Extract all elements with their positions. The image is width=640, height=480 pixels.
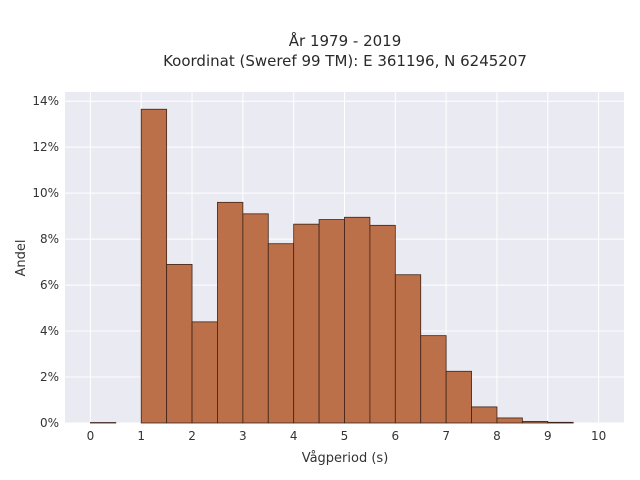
x-tick-label-6: 6 (391, 429, 399, 443)
histogram-bar-8 (293, 223, 320, 424)
histogram-bar-11 (369, 224, 396, 424)
histogram-bar-17 (521, 420, 549, 424)
x-tick-label-9: 9 (544, 429, 552, 443)
y-tick-label-5: 10% (32, 186, 59, 200)
x-tick-label-4: 4 (290, 429, 298, 443)
histogram-bar-2 (140, 108, 168, 424)
y-tick-label-2: 4% (40, 324, 59, 338)
histogram-bar-14 (445, 370, 472, 424)
y-tick-label-7: 14% (32, 94, 59, 108)
histogram-bar-4 (191, 321, 218, 424)
chart-title-line-2: Koordinat (Sweref 99 TM): E 361196, N 62… (163, 52, 527, 70)
chart-title-line-1: År 1979 - 2019 (289, 31, 402, 50)
histogram-bar-16 (496, 417, 523, 424)
x-tick-label-2: 2 (188, 429, 196, 443)
y-tick-label-3: 6% (40, 278, 59, 292)
x-tick-label-8: 8 (493, 429, 501, 443)
y-axis-label: Andel (14, 240, 29, 277)
histogram-bar-7 (267, 243, 295, 424)
y-tick-label-6: 12% (32, 140, 59, 154)
y-tick-label-0: 0% (40, 416, 59, 430)
histogram-bar-12 (394, 274, 422, 424)
x-tick-label-7: 7 (442, 429, 450, 443)
x-tick-label-5: 5 (341, 429, 349, 443)
y-tick-label-4: 8% (40, 232, 59, 246)
x-tick-label-1: 1 (137, 429, 145, 443)
histogram-bar-5 (217, 201, 244, 424)
histogram-bar-15 (471, 406, 498, 424)
x-tick-label-0: 0 (87, 429, 95, 443)
x-axis-label: Vågperiod (s) (302, 451, 389, 466)
bars (90, 108, 574, 424)
histogram-bar-9 (318, 219, 345, 424)
histogram-bar-18 (547, 421, 574, 424)
histogram-bar-13 (420, 335, 447, 424)
histogram-bar-3 (166, 263, 193, 424)
x-ticks: 0 1 2 3 4 5 6 7 8 9 10 (87, 429, 607, 443)
histogram-bar-6 (242, 213, 269, 424)
y-tick-label-1: 2% (40, 370, 59, 384)
x-tick-label-10: 10 (591, 429, 606, 443)
y-ticks: 0% 2% 4% 6% 8% 10% 12% 14% (32, 94, 59, 430)
histogram-bar-10 (344, 216, 371, 424)
x-tick-label-3: 3 (239, 429, 247, 443)
